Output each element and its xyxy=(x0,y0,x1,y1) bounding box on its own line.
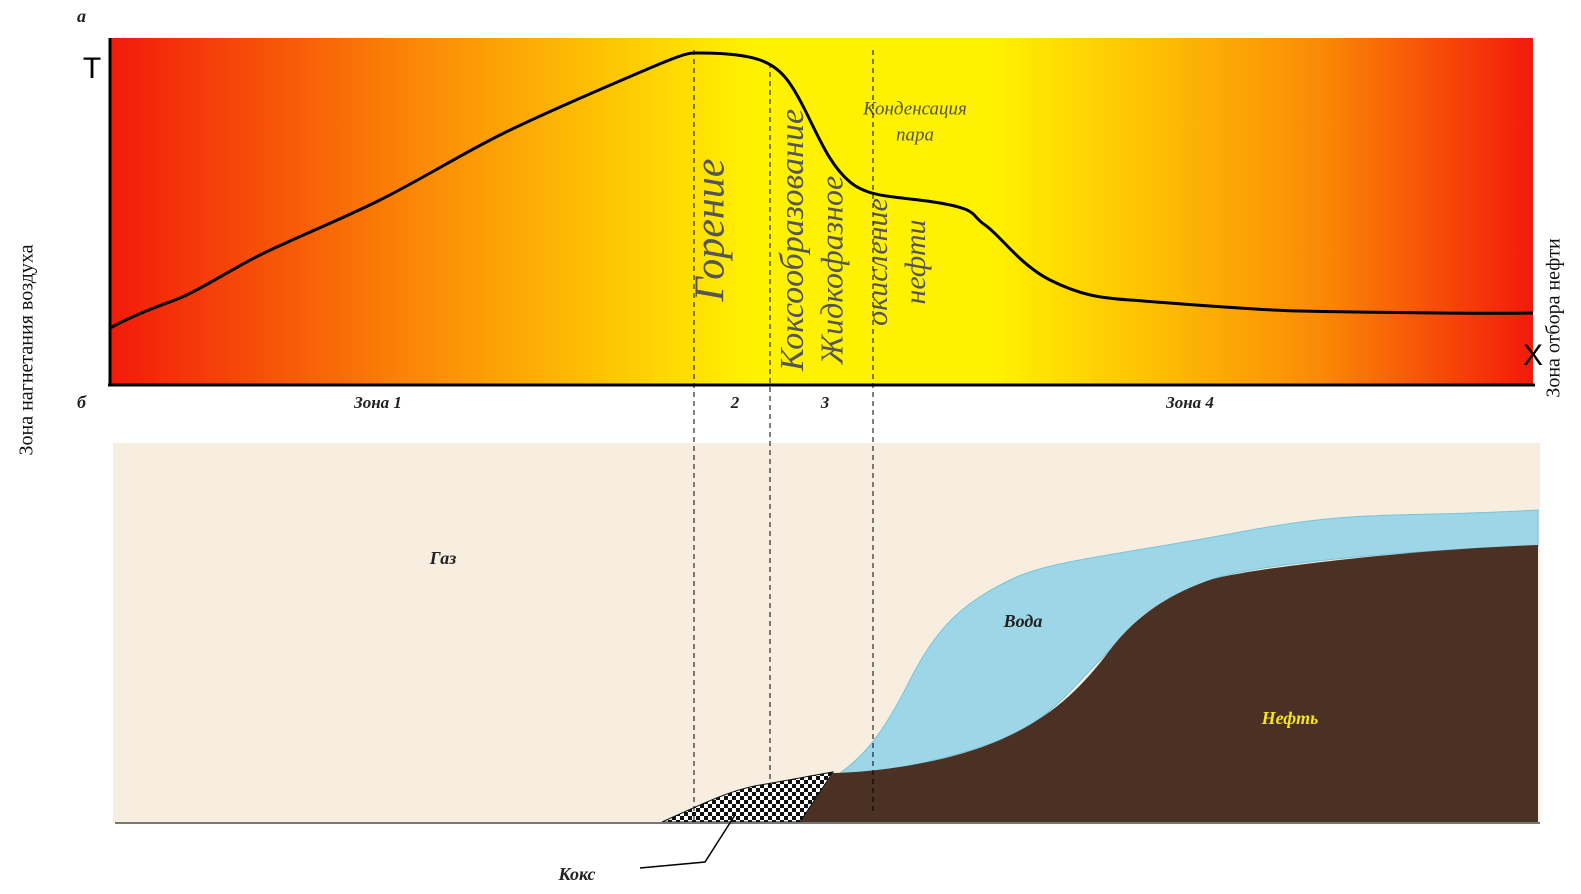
zone-text: Коксообразование xyxy=(774,109,811,372)
water-label: Вода xyxy=(1003,611,1043,631)
zone-text: Горение xyxy=(688,159,734,303)
zone-label: Зона 1 xyxy=(353,393,402,412)
zone-text: окисление xyxy=(861,198,894,326)
gas-label: Газ xyxy=(429,548,456,568)
panel-label: б xyxy=(77,392,87,412)
panel-label: а xyxy=(77,6,86,26)
zone-text: пара xyxy=(896,124,934,145)
coke-label: Кокс xyxy=(558,864,596,884)
side-label: Зона нагнетания воздуха xyxy=(16,244,38,455)
zone-label: 2 xyxy=(730,393,740,412)
zone-label: 3 xyxy=(820,393,830,412)
zone-label: Зона 4 xyxy=(1165,393,1214,412)
diagram: а Т Х Горение Коксообразование Жидкофазн… xyxy=(0,0,1581,894)
x-axis-label: Х xyxy=(1523,339,1543,372)
zone-text: нефти xyxy=(899,219,932,304)
side-label: Зона отбора нефти xyxy=(1543,238,1565,398)
oil-label: Нефть xyxy=(1261,708,1319,728)
zone-text: Жидкофазное xyxy=(813,176,849,366)
y-axis-label: Т xyxy=(83,52,101,85)
zone-text: Конденсация xyxy=(862,98,967,119)
